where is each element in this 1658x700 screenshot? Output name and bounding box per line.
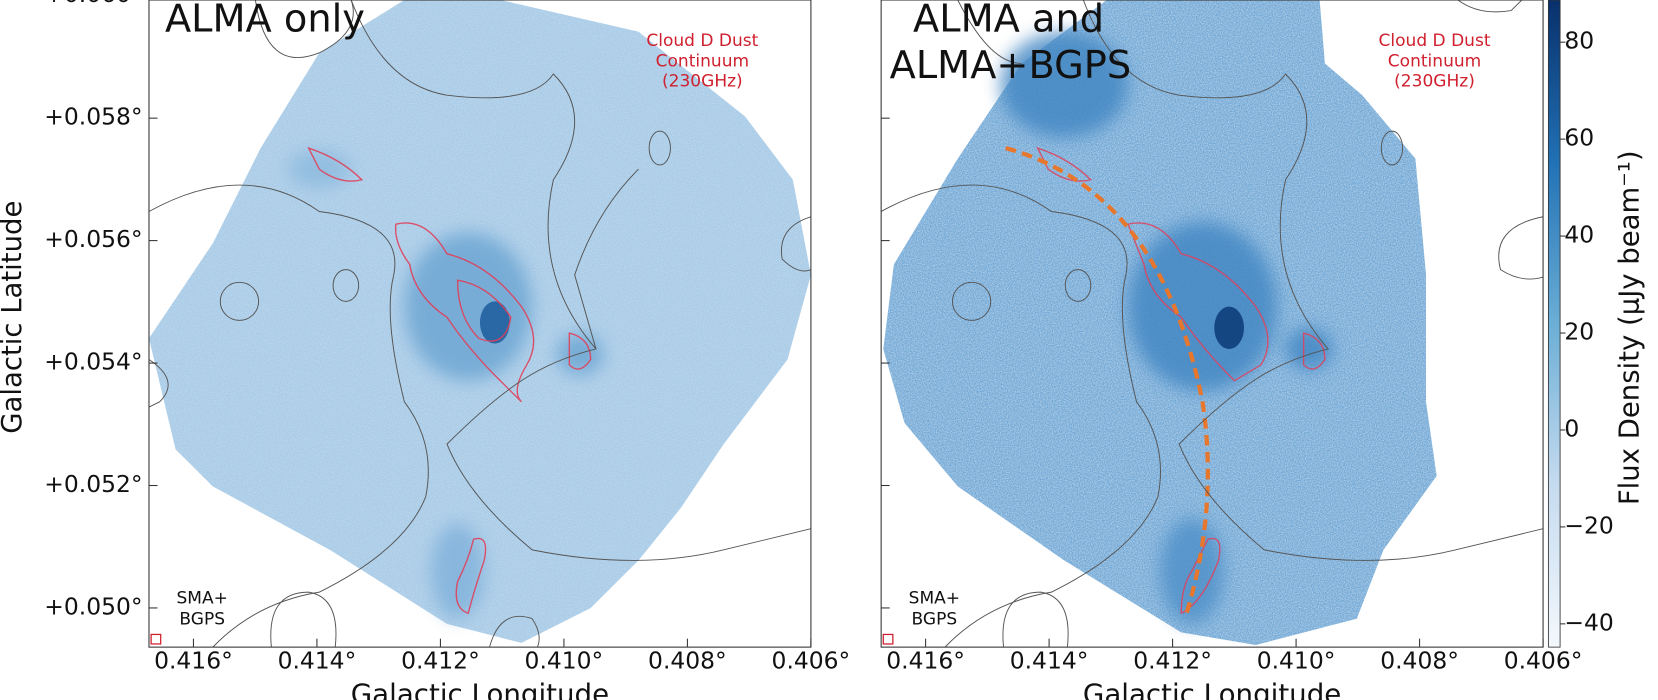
annotation: Continuum — [1388, 51, 1481, 71]
x-tick-label: 0.414° — [1010, 646, 1089, 674]
y-tick-label: +0.058° — [44, 103, 142, 131]
map-left — [148, 0, 811, 643]
y-tick-label: +0.054° — [44, 348, 142, 376]
annotation: Cloud D Dust — [646, 31, 758, 51]
y-axis-label: Galactic Latitude — [0, 201, 28, 434]
x-tick-label: 0.416° — [886, 646, 965, 674]
x-tick-label: 0.410° — [1257, 646, 1336, 674]
axes-frame-left — [148, 0, 812, 648]
colorbar-tick-label: 20 — [1564, 318, 1594, 346]
x-tick-label: 0.412° — [1133, 646, 1212, 674]
y-tick-label: +0.056° — [44, 225, 142, 253]
beam — [882, 633, 894, 645]
x-tick-label: 0.408° — [1380, 646, 1459, 674]
beam-label: SMA+ — [176, 589, 227, 609]
colorbar-tick-label: 60 — [1564, 124, 1594, 152]
colorbar-tick-label: 80 — [1564, 27, 1594, 55]
map-right — [883, 0, 1437, 646]
beam-label: BGPS — [179, 610, 225, 630]
beam-label: SMA+ — [909, 589, 960, 609]
x-tick-label: 0.416° — [154, 646, 233, 674]
panel-title: ALMA+BGPS — [890, 44, 1132, 88]
annotation: Cloud D Dust — [1379, 31, 1491, 51]
x-tick-label: 0.406° — [1504, 646, 1583, 674]
y-tick-label: +0.052° — [44, 470, 142, 498]
annotation: (230GHz) — [662, 71, 743, 91]
x-tick-label: 0.408° — [648, 646, 727, 674]
contours-right — [881, 0, 1544, 648]
colorbar-tick-label: 0 — [1564, 415, 1579, 443]
x-tick-label: 0.406° — [772, 646, 851, 674]
annotation: (230GHz) — [1394, 71, 1475, 91]
y-tick-label: +0.050° — [44, 592, 142, 620]
axes-frame-right — [880, 0, 1544, 648]
panel-title: ALMA and — [913, 0, 1104, 42]
annotation: Continuum — [656, 51, 749, 71]
colorbar-tick-label: 40 — [1564, 221, 1594, 249]
panel-title: ALMA only — [165, 0, 365, 42]
contours-left — [148, 0, 811, 648]
x-axis-label: Galactic Longitude — [1083, 678, 1341, 700]
x-axis-label: Galactic Longitude — [351, 678, 609, 700]
beam-label: BGPS — [912, 610, 958, 630]
colorbar-label: Flux Density (μJy beam⁻¹) — [1612, 150, 1645, 505]
colorbar — [1547, 0, 1561, 648]
beam — [150, 633, 162, 645]
x-tick-label: 0.410° — [525, 646, 604, 674]
colorbar-tick-label: −20 — [1564, 511, 1613, 539]
x-tick-label: 0.414° — [278, 646, 357, 674]
x-tick-label: 0.412° — [401, 646, 480, 674]
colorbar-tick-label: −40 — [1564, 608, 1613, 636]
y-tick-label: +0.060° — [44, 0, 142, 8]
